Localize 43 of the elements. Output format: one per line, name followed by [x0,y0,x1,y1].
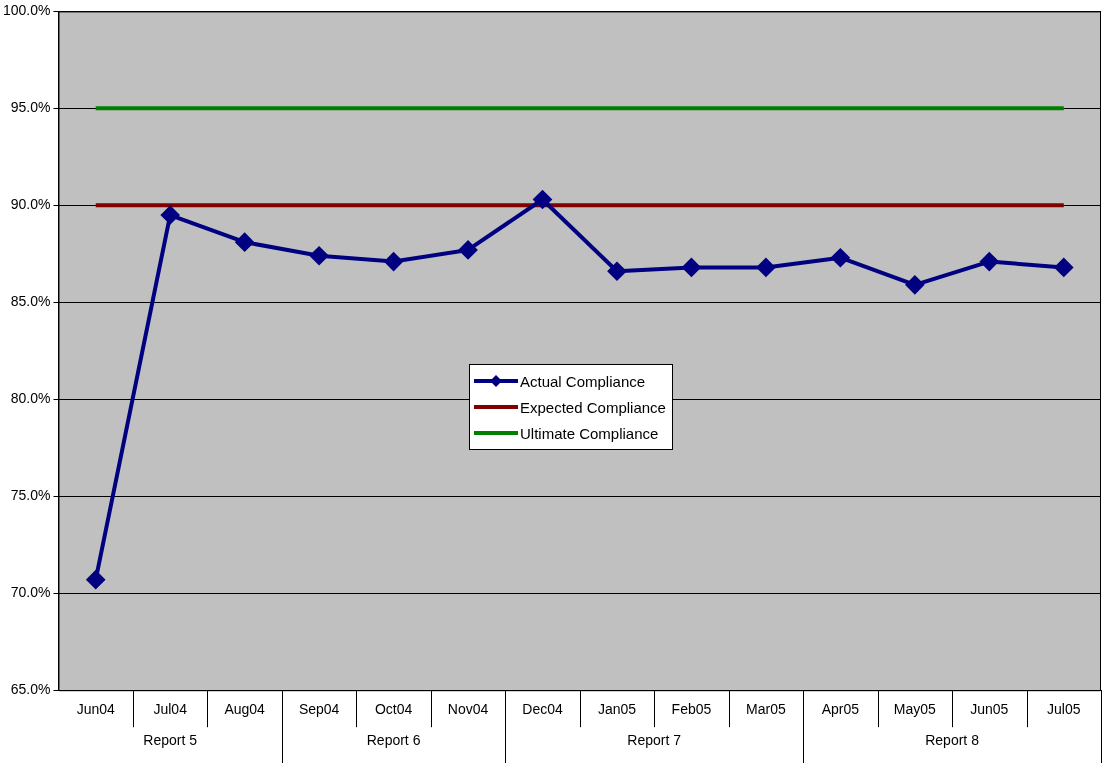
x-tick-label: Jan05 [597,701,637,718]
point [86,570,105,589]
point [756,258,775,277]
x-tick-label: May05 [893,701,937,718]
y-tick-label: 80.0% [10,390,51,407]
point [905,275,924,294]
y-tick-label: 75.0% [10,487,51,504]
point [980,252,999,271]
y-tick-label: 100.0% [3,2,51,19]
y-tick-label: 85.0% [10,293,51,310]
x-tick-label: Jul04 [153,701,188,718]
text: Report 6 [366,732,421,749]
x-tick-label: Feb05 [671,701,712,718]
x-tick-label: Sep04 [298,701,340,718]
x-tick-label: Oct04 [374,701,413,718]
point [235,233,254,252]
legend-label: Expected Compliance [520,398,666,416]
x-tick-label: Jun04 [76,701,115,718]
x-tick-label: Jun05 [970,701,1009,718]
point [384,252,403,271]
y-tick-label: 65.0% [10,681,51,698]
legend-label: Actual Compliance [520,372,646,390]
x-tick-label: Aug04 [224,701,266,718]
text: Report 5 [143,732,198,749]
legend-label: Ultimate Compliance [520,424,659,442]
text: Report 7 [627,732,682,749]
x-tick-label: Nov04 [447,701,489,718]
x-tick-label: Jul05 [1047,701,1081,718]
point [459,240,478,259]
y-tick-label: 90.0% [10,196,51,213]
x-tick-label: Mar05 [746,701,786,718]
x-tick-label: Dec04 [522,701,563,718]
point [533,190,552,209]
y-tick-label: 70.0% [10,584,51,601]
point [310,246,329,265]
point [161,206,180,225]
point [1054,258,1073,277]
y-tick-label: 95.0% [10,99,51,116]
x-tick-label: Apr05 [821,701,860,718]
point [831,248,850,267]
point [607,262,626,281]
text: Report 8 [925,732,980,749]
point [682,258,701,277]
